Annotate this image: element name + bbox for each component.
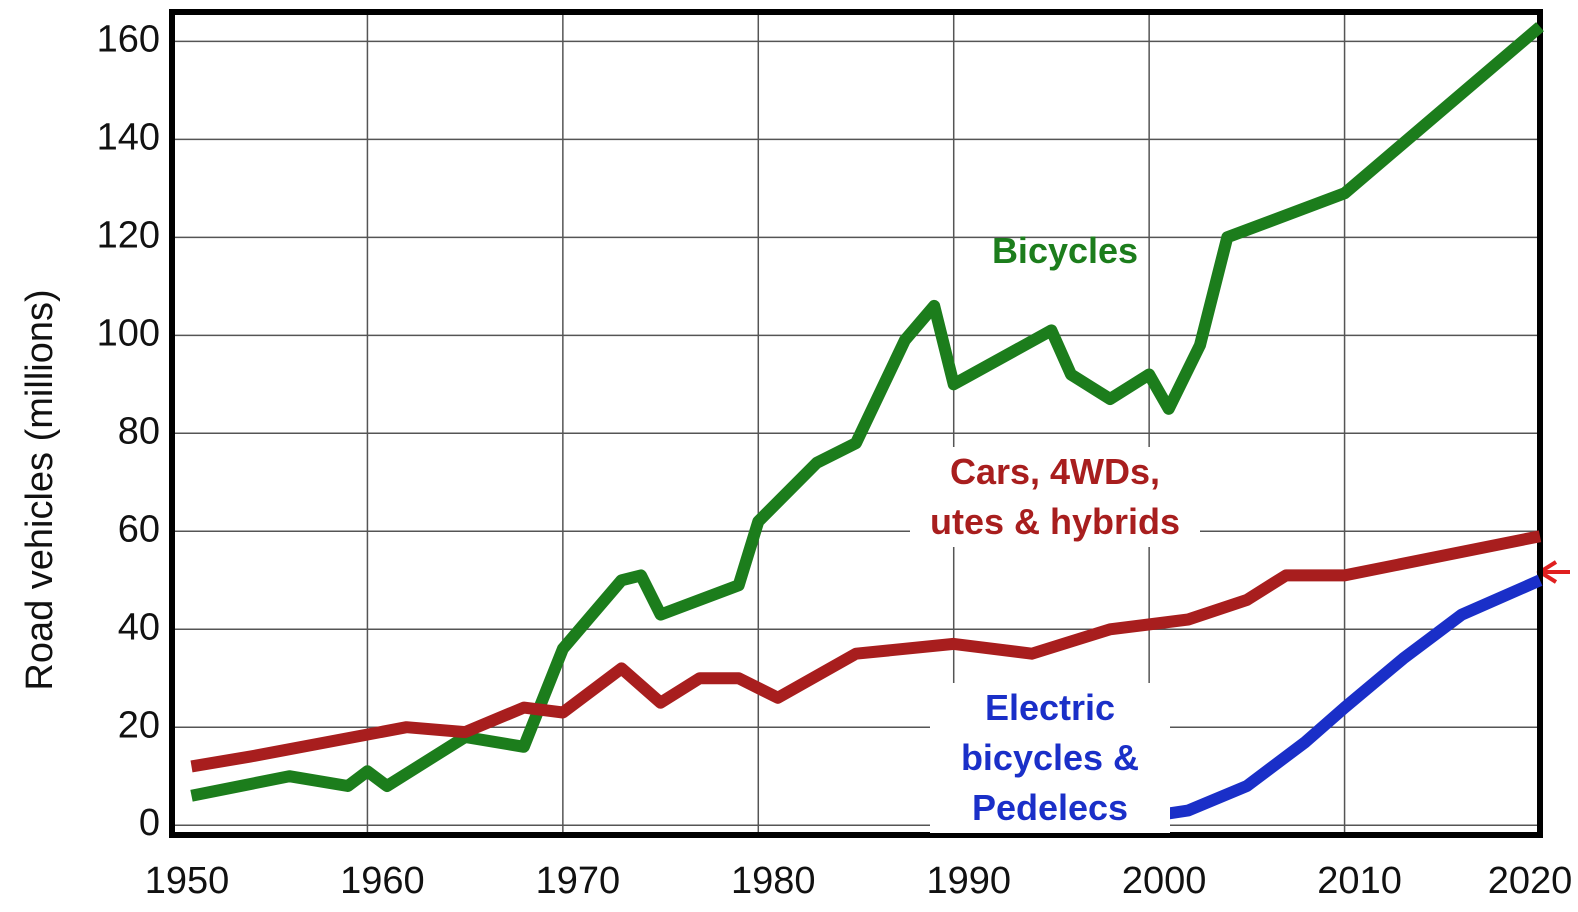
x-tick-label: 1950 <box>145 860 230 902</box>
y-axis-label: Road vehicles (millions) <box>19 289 61 690</box>
y-tick-label: 140 <box>97 116 160 158</box>
series-label: Bicycles <box>991 230 1139 271</box>
plot-frame <box>169 9 1543 838</box>
x-tick-label: 1980 <box>731 860 816 902</box>
y-tick-label: 20 <box>118 704 160 746</box>
x-tick-label: 1970 <box>536 860 621 902</box>
y-tick-label: 40 <box>118 606 160 648</box>
y-tick-label: 100 <box>97 312 160 354</box>
y-tick-label: 0 <box>139 802 160 844</box>
line <box>1089 574 1543 832</box>
x-tick-label: 1990 <box>926 860 1011 902</box>
series-label: Electric bicycles & Pedelecs <box>930 683 1170 833</box>
series-label: Cars, 4WDs, utes & hybrids <box>910 447 1200 547</box>
line <box>190 530 1542 773</box>
x-tick-label: 2010 <box>1317 860 1402 902</box>
y-tick-label: 60 <box>118 508 160 550</box>
arrow <box>1536 560 1570 584</box>
x-tick-label: 2000 <box>1122 860 1207 902</box>
y-tick-label: 160 <box>97 18 160 60</box>
x-tick-label: 1960 <box>340 860 425 902</box>
x-tick-label: 2020 <box>1488 860 1573 902</box>
y-tick-label: 120 <box>97 214 160 256</box>
line <box>190 22 1544 802</box>
y-tick-label: 80 <box>118 410 160 452</box>
